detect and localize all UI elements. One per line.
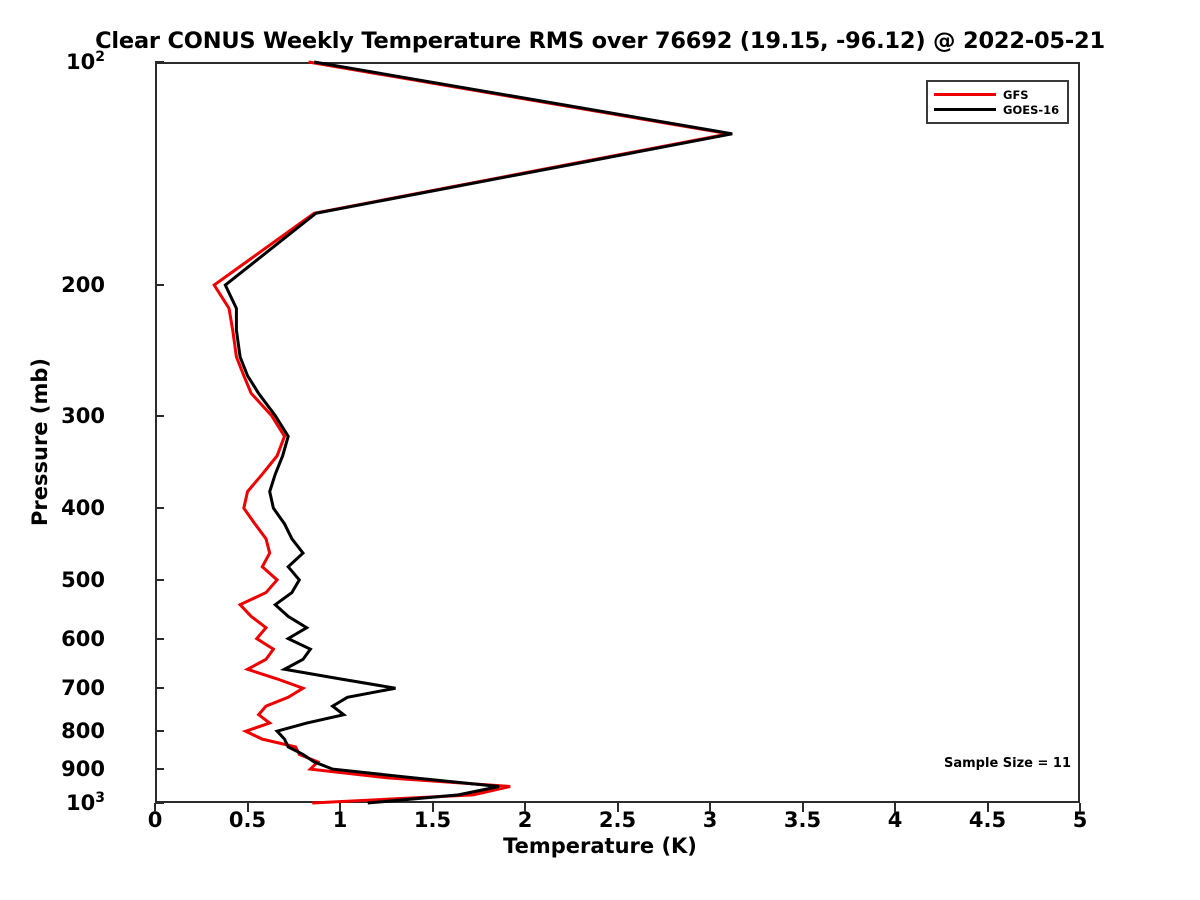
- x-axis-tick-mark: [246, 803, 249, 812]
- legend-color-swatch: [934, 93, 996, 96]
- data-series-canvas: [212, 60, 733, 805]
- y-axis-tick-label: 102: [66, 49, 105, 74]
- y-axis-tick-mark: [155, 578, 164, 581]
- legend-item[interactable]: GFS: [934, 87, 1059, 102]
- x-axis-tick-mark: [709, 803, 711, 812]
- x-axis-tick-mark: [894, 803, 896, 812]
- data-series-line: [212, 60, 729, 805]
- y-axis-tick-label: 700: [61, 676, 105, 701]
- legend-item-label: GFS: [1003, 87, 1029, 102]
- x-axis-tick-label: 2.5: [598, 808, 637, 832]
- x-axis-tick-mark: [431, 803, 434, 812]
- y-axis-tick-mark: [155, 284, 164, 287]
- y-axis-tick-mark: [155, 637, 164, 640]
- y-axis-tick-label: 400: [61, 496, 105, 521]
- x-axis-tick-mark: [524, 803, 526, 812]
- y-axis-tick-mark: [155, 687, 164, 690]
- x-axis-tick-mark: [801, 803, 804, 812]
- y-axis-tick-label: 200: [61, 273, 105, 298]
- x-axis-tick-mark: [986, 803, 989, 812]
- y-axis-tick-label: 800: [61, 719, 105, 744]
- x-axis-tick-label: 4.5: [968, 808, 1007, 832]
- y-axis-tick-mark: [155, 507, 164, 510]
- y-axis-tick-mark: [155, 768, 164, 771]
- y-axis-tick-label: 900: [61, 757, 105, 782]
- y-axis-tick-label: 500: [61, 567, 105, 592]
- y-axis-tick-mark: [155, 730, 164, 733]
- x-axis-tick-label: 0: [147, 808, 163, 832]
- x-axis-tick-label: 5: [1072, 808, 1088, 832]
- x-axis-tick-label: 3: [702, 808, 718, 832]
- x-axis-tick-label: 2: [517, 808, 533, 832]
- y-axis-tick-mark: [155, 414, 164, 417]
- x-axis-tick-label: 3.5: [783, 808, 822, 832]
- y-axis-tick-label: 600: [61, 626, 105, 651]
- data-series-line: [223, 60, 733, 805]
- x-axis-tick-mark: [616, 803, 619, 812]
- y-axis-tick-label: 300: [61, 403, 105, 428]
- legend-color-swatch: [934, 108, 996, 111]
- sample-size-annotation: Sample Size = 11: [944, 756, 1072, 771]
- y-axis-tick-mark: [155, 802, 164, 804]
- legend-item[interactable]: GOES-16: [934, 102, 1059, 117]
- y-axis-tick-label: 103: [66, 790, 105, 815]
- x-axis-tick-mark: [339, 803, 341, 812]
- x-axis-tick-label: 1.5: [413, 808, 452, 832]
- y-axis-label: Pressure (mb): [28, 358, 52, 526]
- x-axis-tick-label: 1: [332, 808, 348, 832]
- plot-frame: [155, 62, 1080, 803]
- x-axis-tick-label: 0.5: [228, 808, 267, 832]
- page-title: Clear CONUS Weekly Temperature RMS over …: [95, 28, 1105, 54]
- x-axis-tick-mark: [154, 803, 156, 812]
- legend[interactable]: GFS GOES-16: [926, 80, 1070, 124]
- x-axis-tick-label: 4: [887, 808, 903, 832]
- legend-item-label: GOES-16: [1003, 102, 1060, 117]
- plot-area: [155, 60, 1080, 805]
- x-axis-label: Temperature (K): [503, 834, 697, 858]
- x-axis-tick-mark: [1079, 803, 1081, 812]
